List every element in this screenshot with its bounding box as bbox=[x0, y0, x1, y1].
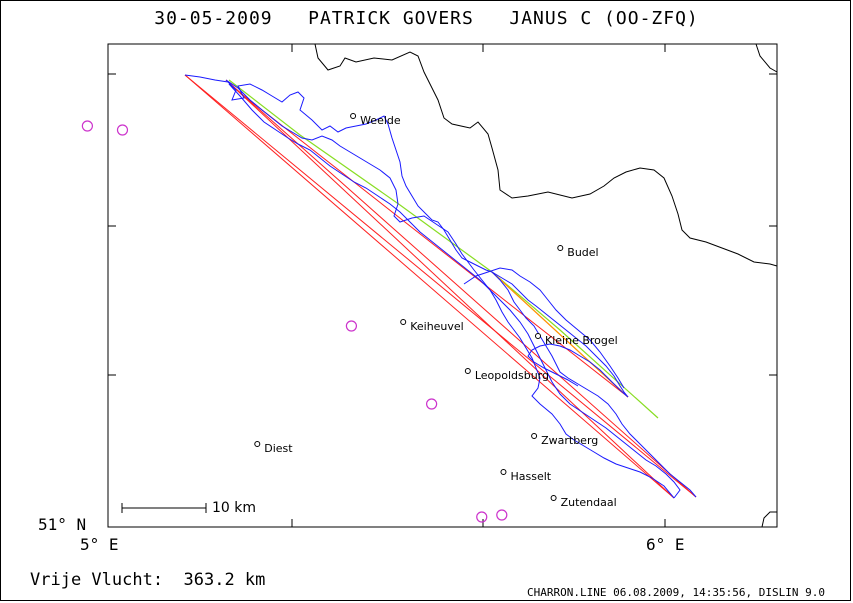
optimized-leg-orange bbox=[491, 271, 629, 398]
task-leg-5 bbox=[228, 83, 629, 398]
turnpoint-circle bbox=[426, 398, 438, 410]
map-plot-area bbox=[107, 43, 778, 528]
place-label: Kleine Brogel bbox=[545, 334, 618, 347]
place-marker bbox=[464, 368, 471, 374]
page-title: 30-05-2009 PATRICK GOVERS JANUS C (OO-ZF… bbox=[154, 8, 699, 29]
place-marker bbox=[550, 495, 557, 501]
turnpoint-circle bbox=[116, 124, 129, 136]
task-leg-4 bbox=[225, 79, 697, 498]
lon-label-right: 6° E bbox=[646, 535, 685, 554]
place-label: Keiheuvel bbox=[410, 320, 464, 333]
turnpoint-circle bbox=[345, 320, 358, 332]
place-marker bbox=[557, 245, 564, 251]
gps-track bbox=[184, 74, 697, 498]
place-layer: WeeldeZoerselBudelKeiheuvelKleine Brogel… bbox=[254, 113, 618, 509]
lon-label-left: 5° E bbox=[80, 535, 119, 554]
scale-bar bbox=[121, 503, 207, 513]
free-flight-distance: Vrije Vlucht: 363.2 km bbox=[30, 570, 266, 590]
place-label: Weelde bbox=[360, 114, 401, 127]
task-leg-3 bbox=[225, 79, 675, 499]
country-border-se bbox=[761, 511, 777, 528]
place-label: Zwartberg bbox=[541, 434, 598, 447]
axis-ticks bbox=[108, 44, 777, 527]
scale-bar-label: 10 km bbox=[212, 500, 257, 516]
optimized-line bbox=[228, 79, 659, 419]
place-marker bbox=[535, 333, 542, 339]
gps-track-4 bbox=[491, 271, 629, 398]
gps-track-2 bbox=[225, 79, 675, 499]
place-label: Budel bbox=[567, 246, 598, 259]
task-leg-2 bbox=[184, 74, 697, 498]
place-marker bbox=[500, 469, 507, 475]
place-marker bbox=[350, 113, 357, 119]
turnpoint-circle bbox=[496, 509, 508, 521]
credits-text: CHARRON.LINE 06.08.2009, 14:35:56, DISLI… bbox=[526, 586, 825, 599]
turnpoint-circle bbox=[476, 511, 488, 523]
lat-label: 51° N bbox=[38, 515, 87, 534]
place-marker bbox=[400, 319, 407, 325]
task-lines bbox=[184, 74, 697, 499]
country-border-ne bbox=[755, 43, 778, 73]
turnpoint-layer bbox=[81, 120, 508, 523]
place-marker bbox=[531, 433, 538, 439]
task-leg-1 bbox=[184, 74, 675, 499]
place-label: Leopoldsburg bbox=[475, 369, 549, 382]
place-label: Hasselt bbox=[510, 470, 551, 483]
place-label: Zutendaal bbox=[561, 496, 617, 509]
gps-track-3 bbox=[228, 83, 681, 499]
gps-track-5 bbox=[463, 267, 625, 389]
turnpoint-circle bbox=[81, 120, 93, 132]
place-label: Diest bbox=[264, 442, 293, 455]
country-border bbox=[314, 43, 778, 267]
place-marker bbox=[254, 441, 261, 447]
